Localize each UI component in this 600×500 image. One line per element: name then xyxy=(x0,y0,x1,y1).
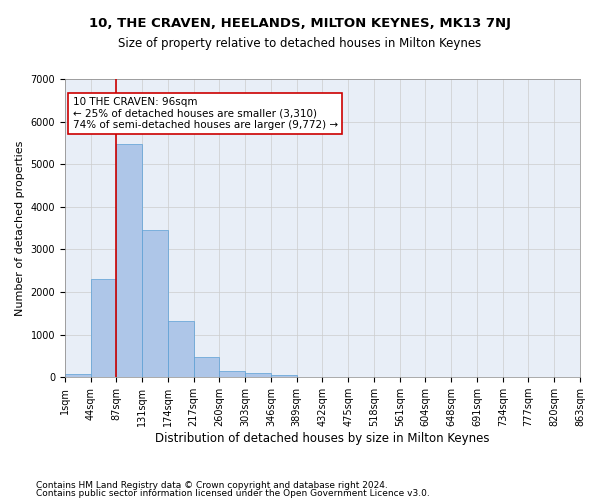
Bar xyxy=(220,370,245,377)
Bar xyxy=(194,357,220,377)
Text: 10 THE CRAVEN: 96sqm
← 25% of detached houses are smaller (3,310)
74% of semi-de: 10 THE CRAVEN: 96sqm ← 25% of detached h… xyxy=(73,97,338,130)
Bar xyxy=(91,279,116,377)
Text: Contains public sector information licensed under the Open Government Licence v3: Contains public sector information licen… xyxy=(36,488,430,498)
Bar xyxy=(168,321,194,377)
Text: Size of property relative to detached houses in Milton Keynes: Size of property relative to detached ho… xyxy=(118,38,482,51)
Bar xyxy=(116,144,142,377)
X-axis label: Distribution of detached houses by size in Milton Keynes: Distribution of detached houses by size … xyxy=(155,432,490,445)
Text: Contains HM Land Registry data © Crown copyright and database right 2024.: Contains HM Land Registry data © Crown c… xyxy=(36,481,388,490)
Bar xyxy=(271,375,296,377)
Text: 10, THE CRAVEN, HEELANDS, MILTON KEYNES, MK13 7NJ: 10, THE CRAVEN, HEELANDS, MILTON KEYNES,… xyxy=(89,18,511,30)
Y-axis label: Number of detached properties: Number of detached properties xyxy=(15,140,25,316)
Bar xyxy=(65,374,91,377)
Bar xyxy=(142,230,168,377)
Bar xyxy=(245,374,271,377)
